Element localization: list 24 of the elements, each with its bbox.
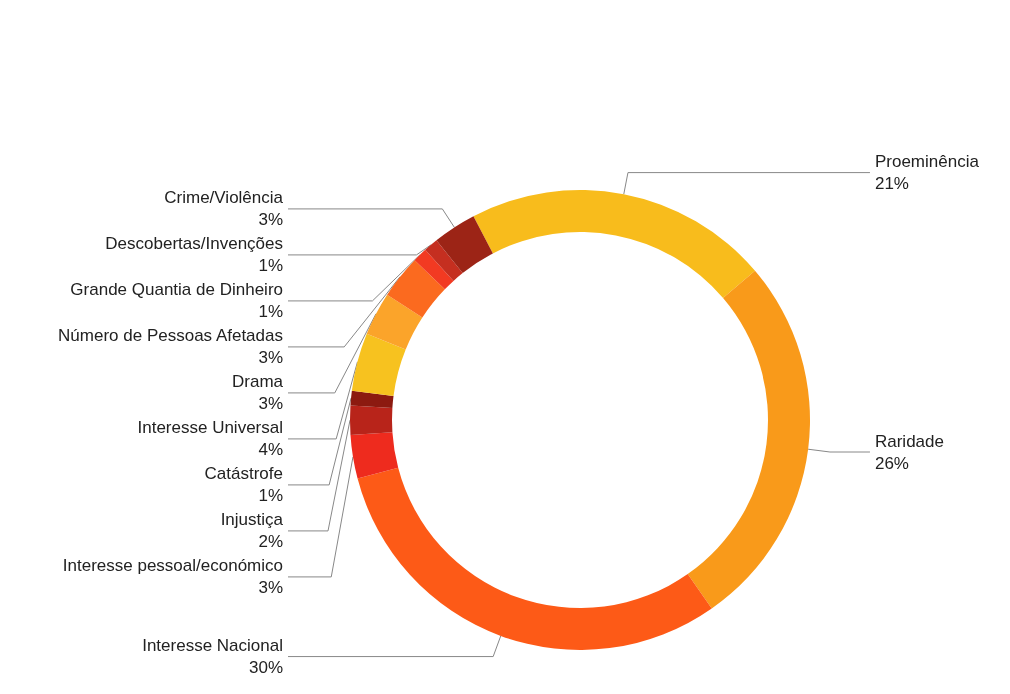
slice-label: Crime/Violência bbox=[164, 188, 284, 208]
data-label: 1% bbox=[258, 302, 283, 322]
slice-label: Número de Pessoas Afetadas bbox=[58, 326, 283, 346]
data-label: 21% bbox=[874, 174, 909, 194]
slice-label: Interesse pessoal/económico bbox=[62, 556, 283, 576]
slice-label: Descobertas/Invenções bbox=[105, 234, 283, 254]
data-label: 3% bbox=[258, 210, 283, 230]
data-label: 30% bbox=[248, 658, 283, 678]
data-label: 3% bbox=[258, 394, 283, 414]
data-label: 2% bbox=[258, 532, 283, 552]
slice-label: Drama bbox=[231, 372, 284, 392]
slice-label: Injustiça bbox=[220, 510, 284, 530]
slice-label: Interesse Universal bbox=[137, 418, 283, 438]
slice-label: Catástrofe bbox=[204, 464, 283, 484]
slice-label: Grande Quantia de Dinheiro bbox=[70, 280, 283, 300]
slice-label: Raridade bbox=[874, 431, 944, 451]
data-label: 1% bbox=[258, 486, 283, 506]
data-label: 3% bbox=[258, 578, 283, 598]
data-label: 3% bbox=[258, 348, 283, 368]
data-label: 26% bbox=[874, 453, 909, 473]
data-label: 1% bbox=[258, 256, 283, 276]
slice-label: Proeminência bbox=[874, 152, 980, 172]
data-label: 4% bbox=[258, 440, 283, 460]
slice-label: Interesse Nacional bbox=[142, 636, 283, 656]
